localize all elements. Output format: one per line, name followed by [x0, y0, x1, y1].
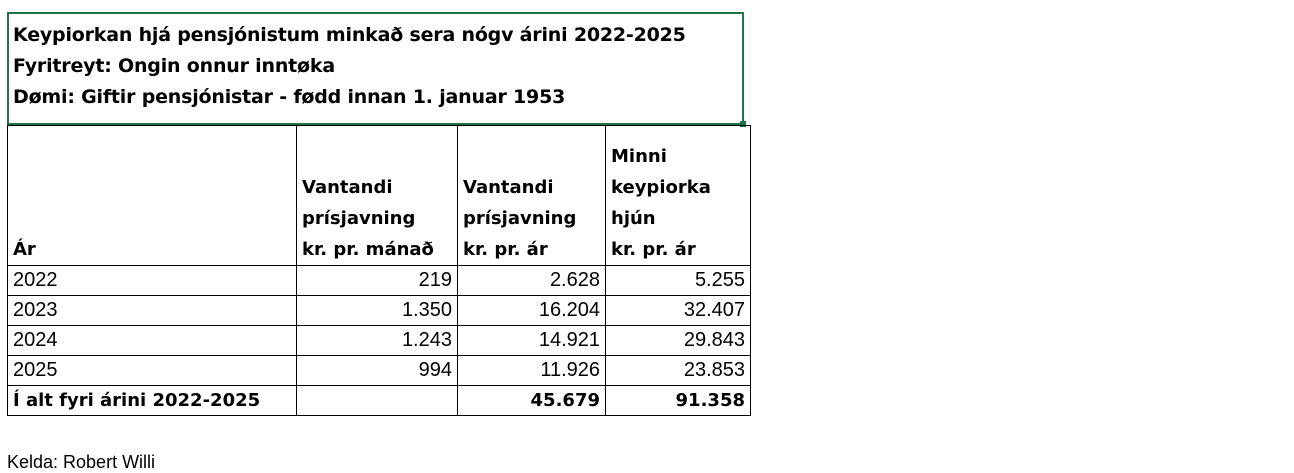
- couple-cell[interactable]: 5.255: [605, 265, 751, 296]
- year-cell[interactable]: 2025: [7, 355, 297, 386]
- title-line-1: Keypiorkan hjá pensjónistum minkað sera …: [13, 24, 686, 46]
- monthly-cell[interactable]: 1.243: [296, 325, 458, 356]
- title-line-2: Fyritreyt: Ongin onnur inntøka: [13, 55, 335, 77]
- table-row: 2025 994 11.926 23.853: [7, 355, 751, 386]
- fill-handle[interactable]: [740, 121, 746, 127]
- header-yearly-line-3: kr. pr. ár: [463, 239, 548, 260]
- total-yearly-cell[interactable]: 45.679: [457, 385, 606, 416]
- year-cell[interactable]: 2023: [7, 295, 297, 326]
- couple-cell[interactable]: 32.407: [605, 295, 751, 326]
- header-yearly-line-1: Vantandi: [463, 177, 554, 198]
- total-monthly-cell[interactable]: [296, 385, 458, 416]
- header-monthly[interactable]: Vantandi prísjavning kr. pr. mánað: [296, 125, 458, 266]
- table-row: 2024 1.243 14.921 29.843: [7, 325, 751, 356]
- header-monthly-line-1: Vantandi: [302, 177, 393, 198]
- header-row: Ár Vantandi prísjavning kr. pr. mánað Va…: [7, 125, 751, 266]
- header-monthly-line-3: kr. pr. mánað: [302, 239, 434, 260]
- monthly-cell[interactable]: 1.350: [296, 295, 458, 326]
- header-couple-line-4: kr. pr. ár: [611, 239, 696, 260]
- header-yearly[interactable]: Vantandi prísjavning kr. pr. ár: [457, 125, 606, 266]
- table-row: 2023 1.350 16.204 32.407: [7, 295, 751, 326]
- header-couple-line-1: Minni: [611, 146, 667, 167]
- header-yearly-line-2: prísjavning: [463, 208, 577, 229]
- couple-cell[interactable]: 23.853: [605, 355, 751, 386]
- yearly-cell[interactable]: 11.926: [457, 355, 606, 386]
- couple-cell[interactable]: 29.843: [605, 325, 751, 356]
- total-couple-cell[interactable]: 91.358: [605, 385, 751, 416]
- selected-title-cell[interactable]: Keypiorkan hjá pensjónistum minkað sera …: [7, 12, 746, 127]
- header-monthly-line-2: prísjavning: [302, 208, 416, 229]
- yearly-cell[interactable]: 16.204: [457, 295, 606, 326]
- monthly-cell[interactable]: 219: [296, 265, 458, 296]
- yearly-cell[interactable]: 2.628: [457, 265, 606, 296]
- header-couple-line-2: keypiorka: [611, 177, 711, 198]
- year-cell[interactable]: 2022: [7, 265, 297, 296]
- header-couple[interactable]: Minni keypiorka hjún kr. pr. ár: [605, 125, 751, 266]
- total-row: Í alt fyri árini 2022-2025 45.679 91.358: [7, 385, 751, 416]
- year-cell[interactable]: 2024: [7, 325, 297, 356]
- monthly-cell[interactable]: 994: [296, 355, 458, 386]
- header-year[interactable]: Ár: [7, 125, 297, 266]
- header-year-line: Ár: [13, 239, 36, 260]
- header-couple-line-3: hjún: [611, 208, 656, 229]
- table-row: 2022 219 2.628 5.255: [7, 265, 751, 296]
- yearly-cell[interactable]: 14.921: [457, 325, 606, 356]
- source-caption: Kelda: Robert Willi: [7, 452, 156, 472]
- title-line-3: Dømi: Giftir pensjónistar - fødd innan 1…: [13, 86, 566, 108]
- total-label-cell[interactable]: Í alt fyri árini 2022-2025: [7, 385, 297, 416]
- data-table: Ár Vantandi prísjavning kr. pr. mánað Va…: [7, 125, 751, 416]
